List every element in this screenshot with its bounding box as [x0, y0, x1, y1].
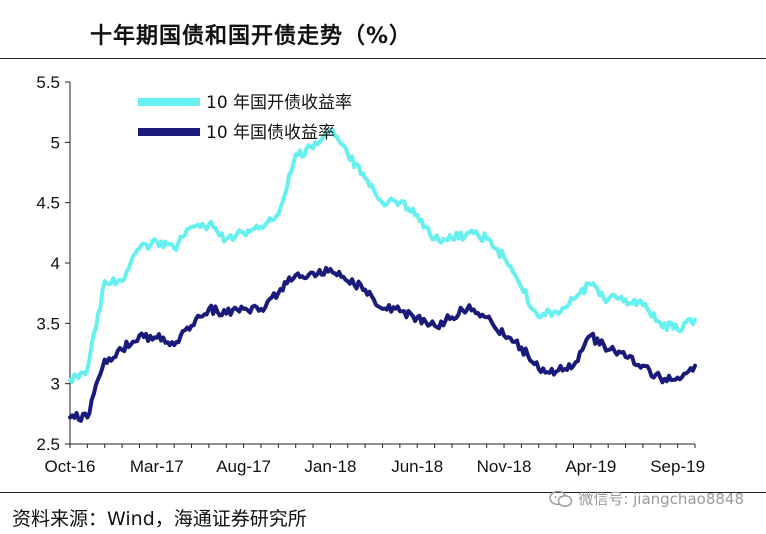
source-note: 资料来源：Wind，海通证券研究所 [12, 508, 307, 530]
x-tick-label: Apr-19 [565, 457, 616, 476]
series-line-cdb [68, 127, 697, 384]
x-tick-label: Jun-18 [391, 457, 443, 476]
chart-title: 十年期国债和国开债走势（%） [90, 24, 413, 49]
y-tick-label: 5 [51, 133, 60, 152]
x-tick-label: Jan-18 [304, 457, 356, 476]
watermark: 微信号: jiangchao8848 [549, 488, 744, 509]
legend-label: 10 年国债收益率 [206, 123, 335, 143]
y-tick-label: 5.5 [36, 73, 60, 92]
wechat-icon [549, 490, 573, 507]
chart-ticks: 5.5 5 4.5 4 3.5 3 2.5 Oct-16 Mar-17 Aug-17 Jan-18 J… [36, 73, 705, 476]
title-rule [0, 58, 766, 59]
yield-chart: 5.5 5 4.5 4 3.5 3 2.5 Oct-16 Mar-17 Aug-17 Jan-18 J… [36, 73, 705, 476]
y-tick-label: 4.5 [36, 194, 60, 213]
x-tick-label: Oct-16 [44, 457, 95, 476]
x-tick-label: Aug-17 [216, 457, 271, 476]
series-line-gov [68, 265, 697, 423]
y-tick-label: 2.5 [36, 435, 60, 454]
y-tick-label: 3.5 [36, 314, 60, 333]
x-tick-label: Sep-19 [650, 457, 705, 476]
x-tick-label: Nov-18 [477, 457, 532, 476]
watermark-text: 微信号: jiangchao8848 [578, 490, 744, 508]
y-tick-label: 4 [51, 254, 60, 273]
chart-axes [69, 82, 695, 445]
legend-label: 10 年国开债收益率 [206, 93, 352, 113]
chart-legend: 10 年国开债收益率 10 年国债收益率 [138, 93, 352, 143]
y-tick-label: 3 [51, 375, 60, 394]
x-tick-label: Mar-17 [130, 457, 184, 476]
footer-rule [0, 492, 766, 493]
chart-lines [68, 127, 697, 423]
